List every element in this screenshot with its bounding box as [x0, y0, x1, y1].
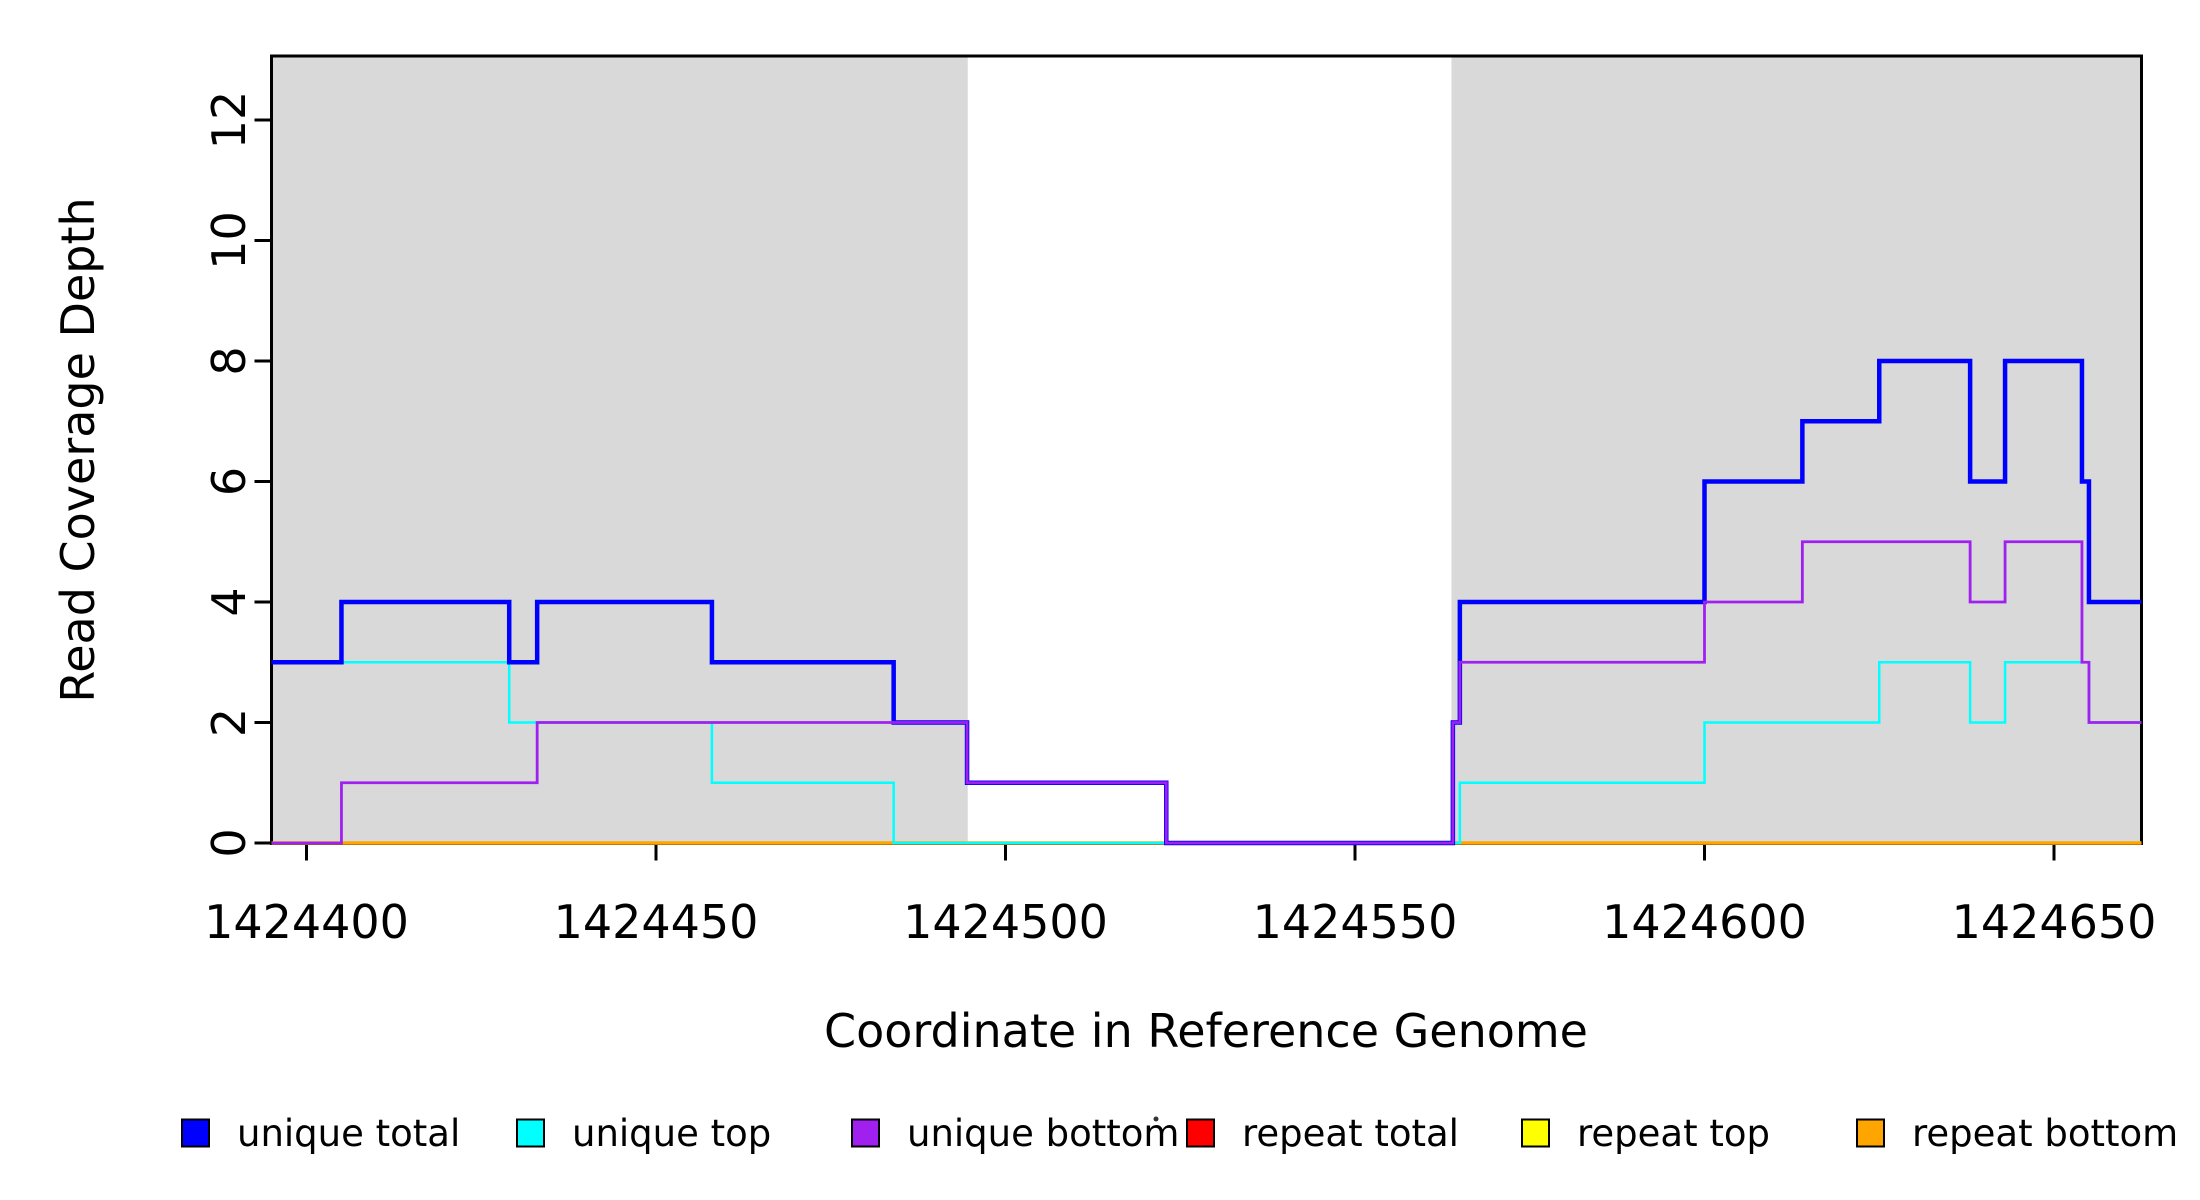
x-tick-label: 1424600 [1602, 895, 1807, 949]
legend-swatch-repeat-top [1521, 1118, 1550, 1148]
series-line-unique-bottom [271, 540, 2142, 845]
x-tick-label: 1424400 [204, 895, 409, 949]
legend-swatch-repeat-total [1186, 1118, 1215, 1148]
x-tick-label: 1424450 [554, 895, 759, 949]
stray-mark [1153, 1116, 1159, 1122]
legend-label: unique total [237, 1112, 460, 1155]
series-lines-layer [271, 358, 2142, 846]
legend-swatch-repeat-bottom [1856, 1118, 1885, 1148]
x-tick-label: 1424550 [1253, 895, 1458, 949]
legend-label: repeat top [1577, 1112, 1770, 1155]
legend-item-unique-bottom: unique bottom [851, 1112, 1179, 1155]
legend-label: repeat total [1242, 1112, 1459, 1155]
x-tick-label: 1424650 [1952, 895, 2157, 949]
y-tick-label: 10 [202, 211, 256, 270]
legend-item-repeat-bottom: repeat bottom [1856, 1112, 2178, 1155]
legend: unique total unique top unique bottom repea… [181, 1112, 2178, 1155]
axes-layer: 1424400 1424450 1424500 1424550 1424600 14246… [202, 91, 2156, 949]
legend-item-unique-top: unique top [516, 1112, 771, 1155]
legend-label: repeat bottom [1912, 1112, 2178, 1155]
legend-label: unique top [572, 1112, 771, 1155]
y-tick-label: 4 [202, 587, 256, 616]
y-tick-label: 6 [202, 467, 256, 496]
legend-swatch-unique-top [516, 1118, 545, 1148]
highlighted-regions-layer [273, 57, 2140, 842]
legend-item-unique-total: unique total [181, 1112, 460, 1155]
legend-swatch-unique-bottom [851, 1118, 880, 1148]
y-tick-label: 8 [202, 346, 256, 375]
y-tick-label: 12 [202, 91, 256, 150]
legend-label: unique bottom [907, 1112, 1179, 1155]
x-axis-label: Coordinate in Reference Genome [824, 1004, 1588, 1058]
legend-swatch-unique-total [181, 1118, 210, 1148]
series-line-unique-top [271, 661, 2142, 845]
legend-item-repeat-top: repeat top [1521, 1112, 1770, 1155]
highlight-region-1 [273, 57, 968, 842]
legend-item-repeat-total: repeat total [1186, 1112, 1459, 1155]
highlight-region-2 [1451, 57, 2140, 842]
y-tick-label: 2 [202, 708, 256, 737]
y-tick-label: 0 [202, 828, 256, 857]
y-axis-label: Read Coverage Depth [51, 197, 105, 702]
x-tick-label: 1424500 [903, 895, 1108, 949]
